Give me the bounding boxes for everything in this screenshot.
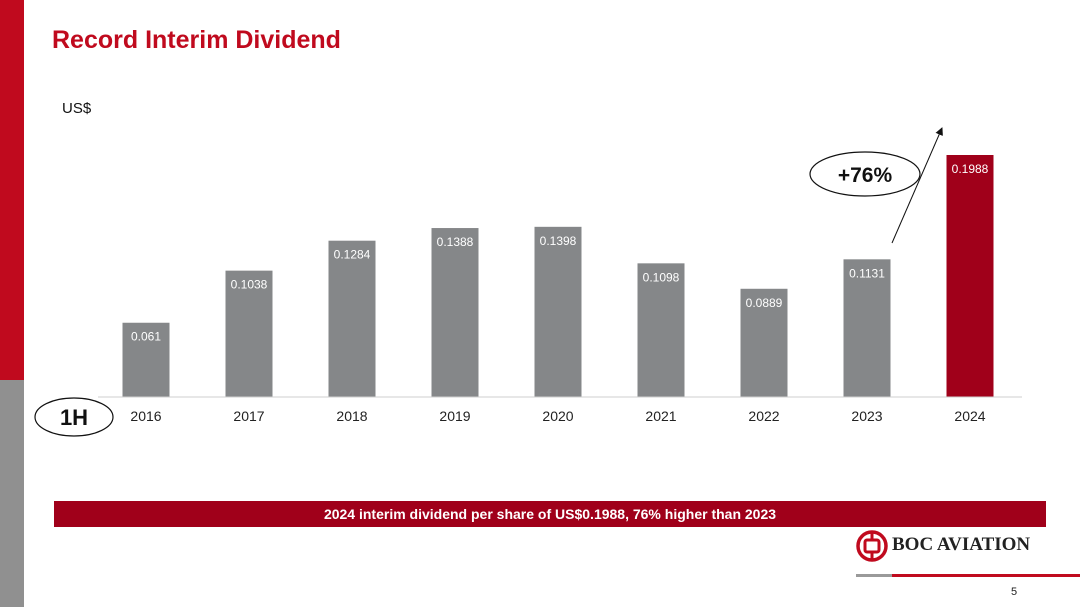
value-label-2019: 0.1388 (437, 235, 474, 249)
x-tick-label-2021: 2021 (645, 408, 676, 424)
bar-2024 (946, 155, 994, 397)
x-tick-label-2023: 2023 (851, 408, 882, 424)
bar-2017 (225, 270, 273, 397)
period-ellipse (34, 397, 114, 437)
x-tick-label-2020: 2020 (542, 408, 573, 424)
growth-label: +76% (838, 164, 893, 187)
value-label-2017: 0.1038 (231, 278, 268, 292)
boc-emblem-icon (856, 530, 888, 562)
x-tick-label-2017: 2017 (233, 408, 264, 424)
side-accent-gray (0, 380, 24, 607)
bar-2022 (740, 288, 788, 397)
summary-banner: 2024 interim dividend per share of US$0.… (54, 501, 1046, 527)
period-label: 1H (60, 405, 88, 430)
bar-2018 (328, 240, 376, 397)
value-label-2020: 0.1398 (540, 234, 577, 248)
bar-2019 (431, 228, 479, 397)
x-tick-label-2016: 2016 (130, 408, 161, 424)
growth-ellipse (809, 151, 921, 197)
value-label-2023: 0.1131 (849, 266, 885, 280)
x-tick-label-group: 2016 2017 2018 2019 2020 2021 2022 2023 2024 (130, 408, 985, 424)
footer-rule-gray (856, 574, 892, 577)
value-label-2024: 0.1988 (952, 162, 989, 176)
bar-group (122, 155, 994, 397)
footer-rule-red (892, 574, 1080, 577)
value-label-group: 0.061 0.1038 0.1284 0.1388 0.1398 0.1098 0.088… (131, 162, 989, 344)
bar-2021 (637, 263, 685, 397)
unit-label: US$ (62, 100, 92, 117)
value-label-2016: 0.061 (131, 330, 161, 344)
growth-arrow (891, 127, 943, 244)
value-label-2021: 0.1098 (643, 270, 680, 284)
bar-2023 (843, 259, 891, 397)
value-label-2018: 0.1284 (334, 248, 371, 262)
x-tick-label-2024: 2024 (954, 408, 985, 424)
slide-title: Record Interim Dividend (52, 26, 341, 54)
bar-2020 (534, 226, 582, 397)
side-accent-red (0, 0, 24, 380)
value-label-2022: 0.0889 (746, 296, 783, 310)
brand-name: BOC AVIATION (892, 534, 1031, 555)
x-tick-label-2022: 2022 (748, 408, 779, 424)
x-tick-label-2019: 2019 (439, 408, 470, 424)
brand-logo: BOC AVIATION (856, 530, 1046, 562)
bar-2016 (122, 322, 170, 397)
dividend-bar-chart: 0.061 0.1038 0.1284 0.1388 0.1398 0.1098 0.088… (34, 127, 1022, 437)
page-number: 5 (1011, 586, 1018, 598)
x-tick-label-2018: 2018 (336, 408, 367, 424)
